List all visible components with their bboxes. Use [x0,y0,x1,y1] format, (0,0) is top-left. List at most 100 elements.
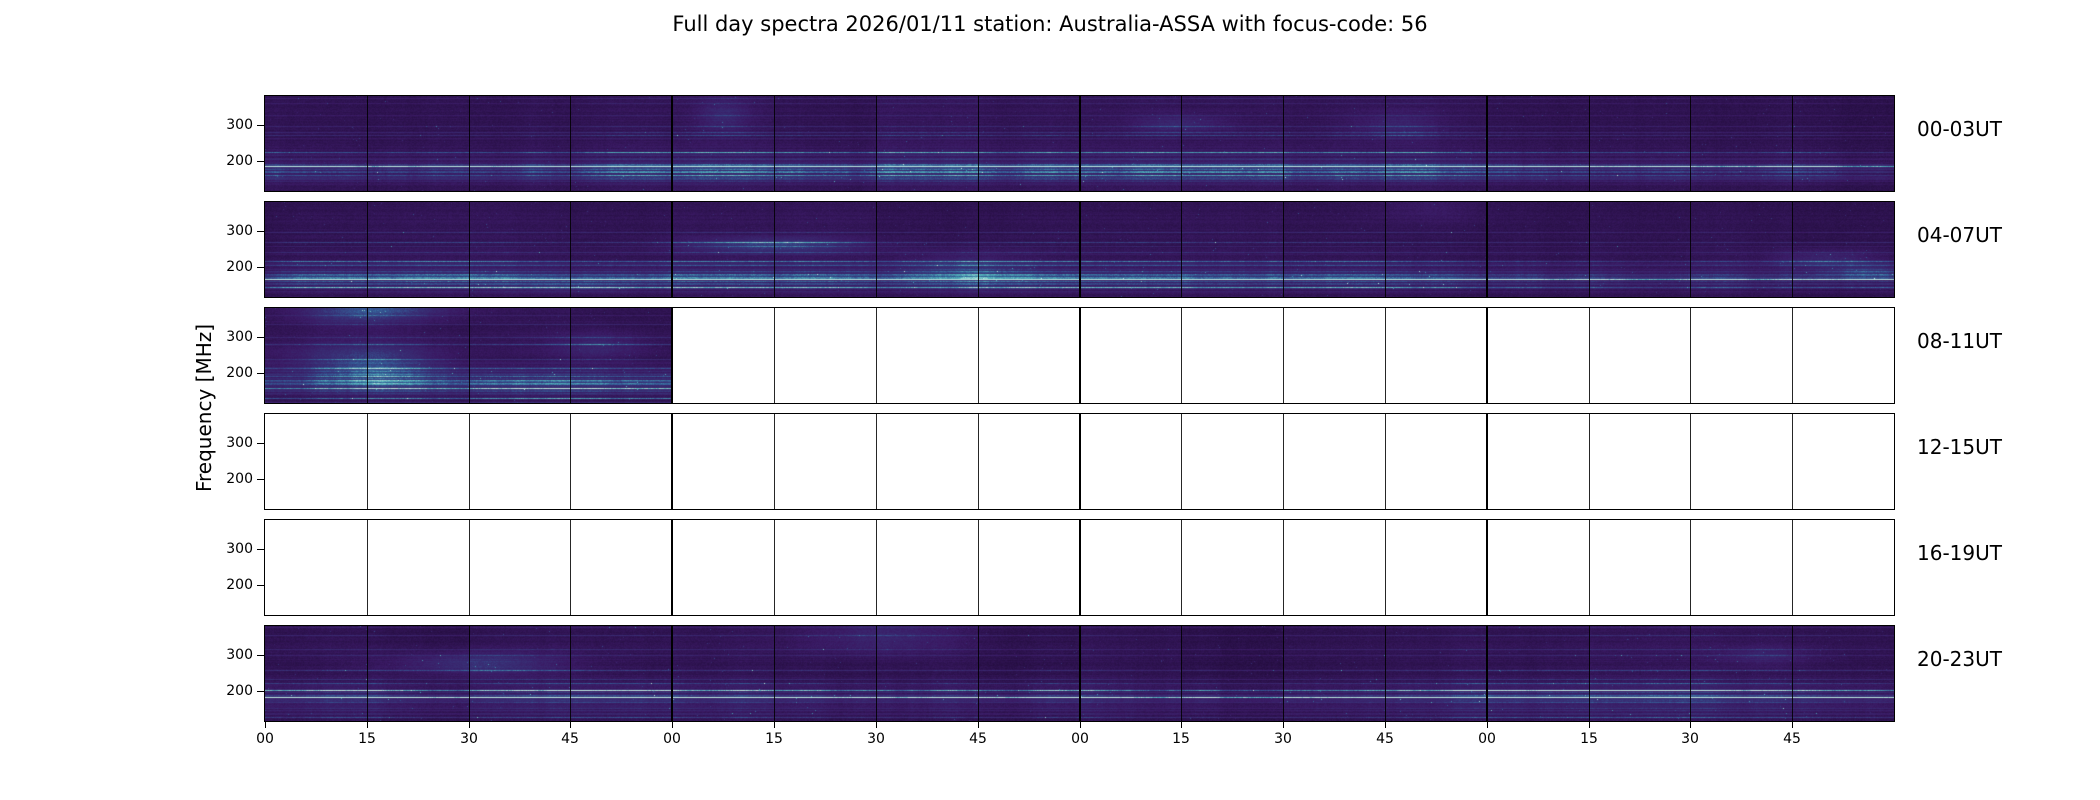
y-tick-label: 200 [226,683,253,699]
grid-line [1181,520,1182,615]
x-tick-label: 15 [358,731,376,747]
y-tick-label: 200 [226,365,253,381]
grid-line [469,308,470,403]
grid-line [978,520,979,615]
x-tick-mark [774,722,775,728]
y-tick-mark [257,585,264,586]
grid-line [774,96,775,191]
spectrogram-row [264,519,1895,616]
grid-line [1079,626,1081,721]
grid-line [367,520,368,615]
x-tick-label: 30 [1274,731,1292,747]
grid-line [1283,96,1284,191]
grid-line [469,414,470,509]
spectrogram-row [264,201,1895,298]
row-label: 20-23UT [1917,647,2002,671]
grid-line [876,308,877,403]
grid-line [570,96,571,191]
row-label: 04-07UT [1917,223,2002,247]
grid-line [876,626,877,721]
grid-line [876,202,877,297]
grid-line [1589,308,1590,403]
grid-line [367,202,368,297]
x-tick-label: 00 [256,731,274,747]
x-tick-label: 00 [663,731,681,747]
x-tick-label: 00 [1071,731,1089,747]
grid-line [1079,96,1081,191]
x-tick-label: 15 [765,731,783,747]
grid-line [671,414,673,509]
row-label: 16-19UT [1917,541,2002,565]
grid-line [978,626,979,721]
row-label: 12-15UT [1917,435,2002,459]
grid-line [774,626,775,721]
spectrogram-row [264,625,1895,722]
x-tick-label: 15 [1580,731,1598,747]
y-tick-mark [257,231,264,232]
grid-line [1079,520,1081,615]
grid-line [367,626,368,721]
x-tick-mark [672,722,673,728]
grid-line [1385,202,1386,297]
grid-line [1690,202,1691,297]
grid-line [1690,626,1691,721]
y-tick-mark [257,691,264,692]
grid-line [1079,308,1081,403]
grid-line [1486,626,1488,721]
chart-title: Full day spectra 2026/01/11 station: Aus… [672,12,1428,36]
grid-line [1283,308,1284,403]
x-tick-mark [570,722,571,728]
x-tick-mark [1487,722,1488,728]
grid-line [570,626,571,721]
grid-line [1792,626,1793,721]
x-tick-mark [469,722,470,728]
grid-line [1079,202,1081,297]
y-axis-label: Frequency [MHz] [192,323,216,493]
grid-line [1486,520,1488,615]
x-tick-mark [1080,722,1081,728]
grid-line [367,308,368,403]
grid-line [876,414,877,509]
grid-line [1792,414,1793,509]
grid-line [1589,626,1590,721]
y-tick-mark [257,373,264,374]
x-tick-label: 30 [867,731,885,747]
y-tick-label: 200 [226,153,253,169]
y-tick-mark [257,161,264,162]
x-tick-label: 30 [460,731,478,747]
grid-line [1486,202,1488,297]
x-tick-mark [978,722,979,728]
spectrogram-canvas [265,308,672,403]
grid-line [1079,414,1081,509]
spectrogram-row [264,307,1895,404]
grid-line [1283,626,1284,721]
grid-line [1589,414,1590,509]
y-tick-label: 300 [226,541,253,557]
grid-line [570,520,571,615]
y-tick-mark [257,125,264,126]
grid-line [367,96,368,191]
grid-line [1690,414,1691,509]
x-tick-mark [367,722,368,728]
grid-line [469,202,470,297]
x-tick-mark [1385,722,1386,728]
row-label: 08-11UT [1917,329,2002,353]
x-tick-mark [265,722,266,728]
grid-line [774,520,775,615]
x-tick-mark [1181,722,1182,728]
y-tick-mark [257,443,264,444]
grid-line [1589,520,1590,615]
x-tick-mark [876,722,877,728]
grid-line [876,96,877,191]
grid-line [1486,308,1488,403]
grid-line [1181,96,1182,191]
y-tick-label: 200 [226,259,253,275]
grid-line [1690,96,1691,191]
grid-line [1486,96,1488,191]
grid-line [774,414,775,509]
grid-line [978,202,979,297]
y-tick-mark [257,337,264,338]
grid-line [469,626,470,721]
x-tick-label: 15 [1172,731,1190,747]
